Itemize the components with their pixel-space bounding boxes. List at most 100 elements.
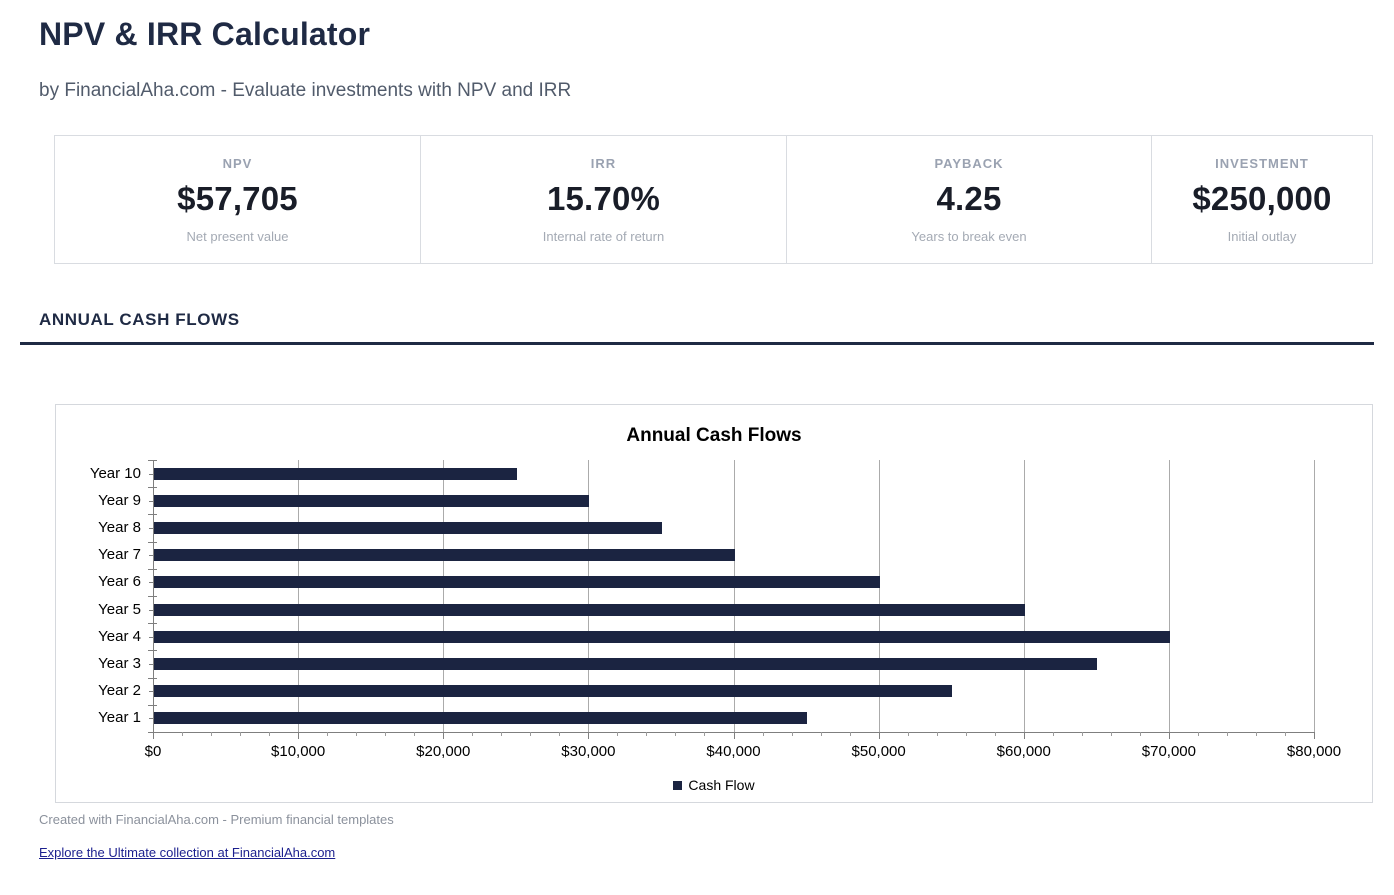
- x-axis-minor-tick: [791, 732, 793, 736]
- x-axis-label: $0: [144, 743, 162, 760]
- metric-label: INVESTMENT: [1215, 155, 1309, 171]
- chart-plot-area: Year 10 Year 9 Year 8 Year 7 Year 6 Year 5 Yea…: [90, 460, 1341, 760]
- category-label: Year 2: [98, 682, 141, 700]
- bar-year-1: [154, 712, 808, 725]
- x-axis-label: $40,000: [706, 743, 761, 760]
- y-axis-tick: [148, 487, 157, 489]
- x-axis-minor-tick: [269, 732, 271, 736]
- gridline: [1023, 460, 1025, 732]
- metric-sublabel: Years to break even: [911, 228, 1027, 244]
- metric-sublabel: Internal rate of return: [542, 228, 665, 244]
- bar-year-7: [154, 549, 735, 562]
- metric-label: NPV: [222, 155, 253, 171]
- gridline: [588, 460, 590, 732]
- x-axis-tick: [153, 732, 154, 739]
- x-axis-tick: [878, 732, 880, 739]
- y-axis-tick: [148, 568, 157, 570]
- gridline: [1314, 460, 1315, 732]
- metric-sublabel: Initial outlay: [1227, 228, 1297, 244]
- y-axis-tick: [148, 596, 157, 597]
- page-subtitle: by FinancialAha.com - Evaluate investmen…: [39, 80, 572, 101]
- cash-flow-chart: Annual Cash Flows Year 10 Year 9 Year 8 Yea…: [55, 404, 1373, 803]
- x-axis-minor-tick: [1052, 732, 1054, 736]
- metric-card-investment: INVESTMENT $250,000 Initial outlay: [1151, 136, 1372, 263]
- y-axis-minor-tick: [149, 473, 153, 475]
- y-axis-tick: [148, 677, 157, 679]
- x-axis-minor-tick: [1139, 732, 1141, 736]
- x-axis-label: $50,000: [851, 743, 906, 760]
- x-axis-minor-tick: [356, 732, 358, 736]
- x-axis-minor-tick: [675, 732, 677, 736]
- category-label: Year 5: [98, 600, 141, 618]
- footer-explore-link[interactable]: Explore the Ultimate collection at Finan…: [39, 845, 336, 860]
- metric-value: $250,000: [1192, 179, 1332, 217]
- y-axis-minor-tick: [149, 664, 153, 665]
- x-axis-minor-tick: [1255, 732, 1257, 736]
- category-label: Year 3: [98, 655, 141, 672]
- gridline: [298, 460, 300, 732]
- x-axis-tick: [1168, 732, 1170, 739]
- x-axis-tick: [733, 732, 735, 739]
- footer-credit-text: Created with FinancialAha.com - Premium …: [39, 812, 394, 827]
- x-axis-label: $30,000: [561, 743, 616, 760]
- y-axis-minor-tick: [149, 555, 153, 557]
- y-axis-tick: [148, 704, 157, 706]
- y-axis-minor-tick: [149, 718, 153, 720]
- y-axis-tick: [148, 623, 157, 625]
- metric-card-irr: IRR 15.70% Internal rate of return: [420, 136, 786, 263]
- category-label: Year 7: [98, 546, 141, 564]
- x-axis-minor-tick: [530, 732, 532, 736]
- y-axis-tick: [148, 460, 157, 461]
- x-axis-label: $60,000: [996, 743, 1051, 760]
- x-axis-label: $10,000: [271, 743, 326, 760]
- x-axis-minor-tick: [936, 732, 938, 736]
- y-axis-minor-tick: [149, 691, 153, 693]
- y-axis-minor-tick: [149, 528, 153, 529]
- y-axis-minor-tick: [149, 500, 153, 502]
- y-axis-tick: [148, 541, 157, 543]
- y-axis-minor-tick: [149, 609, 153, 611]
- x-axis-minor-tick: [182, 732, 184, 736]
- bar-year-10: [154, 467, 517, 480]
- bar-year-5: [154, 603, 1025, 616]
- x-axis-tick: [588, 732, 590, 739]
- x-axis-minor-tick: [617, 732, 619, 736]
- metric-sublabel: Net present value: [186, 228, 289, 244]
- bar-year-4: [154, 630, 1170, 643]
- bar-year-6: [154, 576, 880, 589]
- x-axis-minor-tick: [994, 732, 996, 736]
- gridline: [443, 460, 445, 732]
- metric-label: IRR: [590, 155, 617, 171]
- y-axis-minor-tick: [149, 582, 153, 584]
- metric-value: 4.25: [936, 179, 1002, 217]
- x-axis-minor-tick: [211, 732, 213, 736]
- gridline: [878, 460, 880, 732]
- y-axis-tick: [148, 732, 157, 733]
- x-axis-minor-tick: [385, 732, 387, 736]
- x-axis-minor-tick: [965, 732, 967, 736]
- x-axis-minor-tick: [327, 732, 329, 736]
- legend-swatch-icon: [673, 780, 683, 790]
- metric-card-payback: PAYBACK 4.25 Years to break even: [786, 136, 1151, 263]
- x-axis-minor-tick: [1284, 732, 1286, 736]
- category-label: Year 6: [98, 573, 141, 591]
- bar-year-8: [154, 522, 662, 534]
- y-axis-minor-tick: [149, 636, 153, 638]
- x-axis-minor-tick: [1110, 732, 1112, 736]
- x-axis-minor-tick: [472, 732, 474, 736]
- x-axis-tick: [298, 732, 300, 739]
- chart-title: Annual Cash Flows: [626, 425, 802, 446]
- x-axis-minor-tick: [646, 732, 648, 736]
- x-axis-minor-tick: [762, 732, 764, 736]
- x-axis-minor-tick: [907, 732, 909, 736]
- y-axis-tick: [148, 514, 157, 516]
- x-axis-minor-tick: [704, 732, 706, 736]
- category-label: Year 1: [98, 709, 141, 727]
- x-axis-tick: [443, 732, 445, 739]
- metric-label: PAYBACK: [934, 155, 1004, 171]
- x-axis-minor-tick: [1197, 732, 1199, 736]
- chart-legend: Cash Flow: [56, 777, 1372, 793]
- x-axis-minor-tick: [501, 732, 503, 736]
- legend-label: Cash Flow: [688, 777, 755, 793]
- metric-card-npv: NPV $57,705 Net present value: [55, 136, 420, 263]
